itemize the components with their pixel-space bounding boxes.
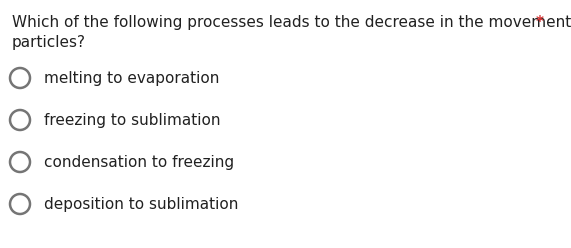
Text: *: * — [536, 15, 544, 30]
Text: condensation to freezing: condensation to freezing — [44, 155, 234, 169]
Text: melting to evaporation: melting to evaporation — [44, 70, 219, 86]
Text: particles?: particles? — [12, 35, 86, 50]
Text: freezing to sublimation: freezing to sublimation — [44, 113, 220, 127]
Text: deposition to sublimation: deposition to sublimation — [44, 196, 238, 212]
Text: Which of the following processes leads to the decrease in the movement of: Which of the following processes leads t… — [12, 15, 571, 30]
